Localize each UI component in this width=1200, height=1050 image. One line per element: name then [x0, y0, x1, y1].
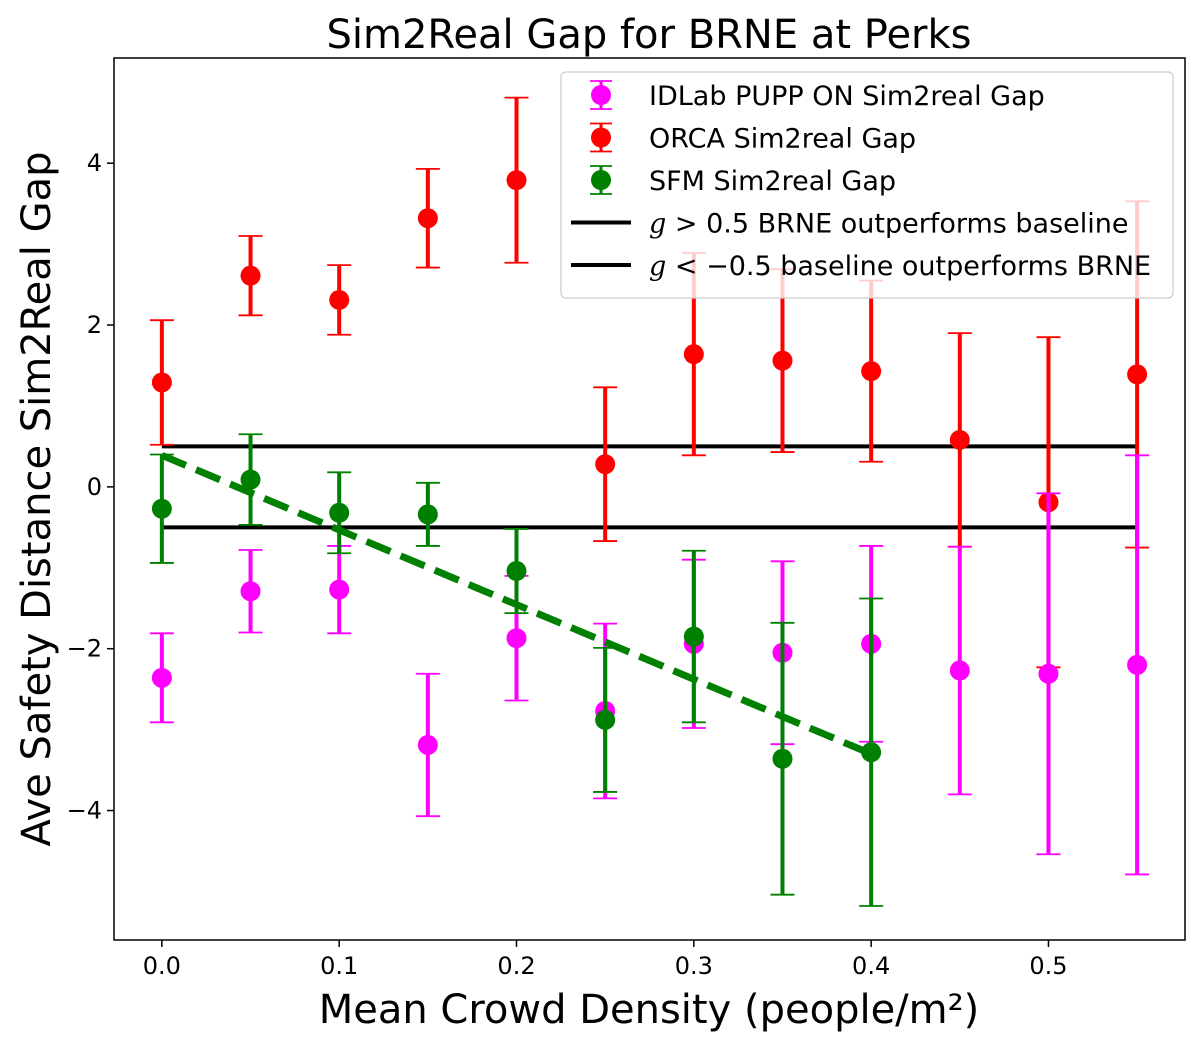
legend-label: g < −0.5 baseline outperforms BRNE: [649, 251, 1151, 282]
y-tick-label: −2: [67, 635, 102, 663]
data-point: [1038, 663, 1059, 684]
x-axis-title: Mean Crowd Density (people/m²): [319, 987, 980, 1033]
data-point: [417, 734, 438, 755]
data-point: [772, 350, 793, 371]
data-point: [772, 748, 793, 769]
legend-marker: [591, 85, 611, 105]
legend-label: ORCA Sim2real Gap: [649, 124, 916, 155]
legend-label: g > 0.5 BRNE outperforms baseline: [649, 209, 1129, 240]
data-point: [151, 667, 172, 688]
x-tick-label: 0.4: [852, 952, 890, 980]
data-point: [683, 344, 704, 365]
data-point: [329, 289, 350, 310]
data-point: [240, 469, 261, 490]
x-tick-label: 0.0: [143, 952, 181, 980]
x-tick-label: 0.2: [497, 952, 535, 980]
data-point: [949, 429, 970, 450]
y-tick-label: 0: [87, 473, 102, 501]
trend-line: [160, 452, 873, 758]
data-point: [151, 498, 172, 519]
plot-area: [149, 96, 1150, 907]
data-point: [595, 454, 616, 475]
data-point: [240, 265, 261, 286]
data-point: [506, 561, 527, 582]
y-tick-label: 2: [87, 311, 102, 339]
y-tick-label: −4: [67, 797, 102, 825]
legend: IDLab PUPP ON Sim2real Gap ORCA Sim2real …: [560, 71, 1174, 299]
data-point: [1127, 364, 1148, 385]
chart-title: Sim2Real Gap for BRNE at Perks: [327, 12, 972, 58]
y-tick-label: 4: [87, 149, 102, 177]
data-point: [949, 660, 970, 681]
y-axis-title: Ave Safety Distance Sim2Real Gap: [14, 151, 60, 846]
legend-marker: [591, 127, 611, 148]
data-point: [240, 581, 261, 602]
data-point: [329, 502, 350, 523]
axis-ticks: 0.0 0.1 0.2 0.3 0.4 0.5 −4 −2 0 2 4: [67, 149, 1068, 980]
data-point: [861, 742, 882, 763]
data-point: [151, 372, 172, 393]
legend-box: [560, 71, 1174, 299]
data-point: [417, 504, 438, 525]
plot-frame: [113, 57, 1186, 941]
data-point: [683, 626, 704, 647]
data-point: [861, 361, 882, 382]
legend-marker: [591, 170, 611, 190]
data-point: [329, 579, 350, 600]
x-tick-label: 0.1: [320, 952, 358, 980]
x-tick-label: 0.5: [1029, 952, 1067, 980]
data-point: [417, 208, 438, 229]
data-point: [506, 170, 527, 191]
legend-label: IDLab PUPP ON Sim2real Gap: [649, 81, 1045, 112]
data-point: [595, 709, 616, 730]
data-point: [1127, 654, 1148, 675]
legend-label: SFM Sim2real Gap: [649, 166, 896, 197]
x-tick-label: 0.3: [675, 952, 713, 980]
data-point: [506, 628, 527, 649]
